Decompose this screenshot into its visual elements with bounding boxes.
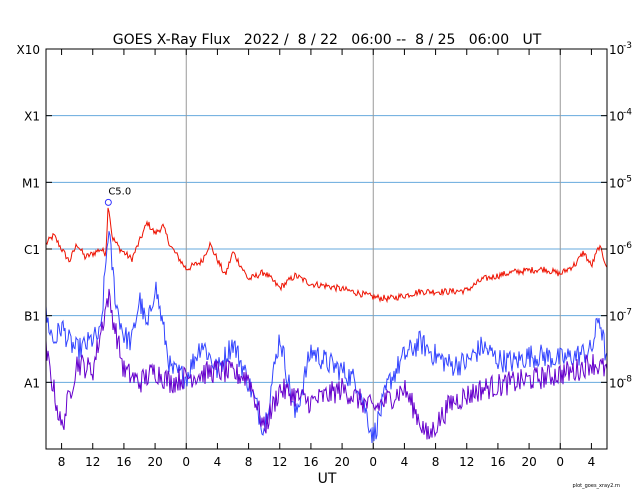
y-axis-label-left: A1 [24, 376, 40, 390]
y-axis-label-right-exp: -7 [623, 308, 632, 318]
x-tick-label: 8 [432, 455, 440, 469]
y-axis-label-right-base: 10 [609, 376, 624, 390]
x-tick-label: 16 [490, 455, 505, 469]
x-tick-label: 20 [147, 455, 162, 469]
flux-series-line-1 [45, 231, 608, 444]
x-tick-label: 8 [58, 455, 66, 469]
y-axis-label-left: B1 [24, 310, 40, 324]
y-axis-label-left: X1 [24, 110, 40, 124]
y-axis-label-right-exp: -4 [623, 108, 632, 118]
x-axis-label: UT [318, 471, 337, 487]
x-tick-label: 12 [272, 455, 287, 469]
y-axis-label-right-exp: -8 [623, 374, 632, 384]
flare-peak-marker [104, 198, 112, 206]
flare-annotation-label: C5.0 [108, 186, 131, 197]
x-tick-label: 20 [521, 455, 536, 469]
x-tick-label: 0 [556, 455, 564, 469]
y-axis-label-left: C1 [24, 243, 40, 257]
y-axis-label-right-base: 10 [609, 310, 624, 324]
y-axis-label-right-exp: -3 [623, 41, 632, 51]
x-tick-label: 12 [459, 455, 474, 469]
x-tick-label: 4 [401, 455, 409, 469]
x-tick-label: 16 [116, 455, 131, 469]
y-axis-label-right-base: 10 [609, 43, 624, 57]
x-tick-label: 20 [334, 455, 349, 469]
footer-note: plot_goes_xray2.rn [573, 483, 620, 489]
y-axis-label-right-exp: -5 [623, 174, 632, 184]
x-tick-label: 4 [588, 455, 596, 469]
y-axis-label-left: M1 [22, 176, 40, 190]
x-tick-label: 8 [245, 455, 253, 469]
y-axis-label-right-base: 10 [609, 110, 624, 124]
x-tick-label: 0 [369, 455, 377, 469]
flux-series-line-0 [45, 207, 608, 304]
x-tick-label: 4 [214, 455, 222, 469]
chart-title: GOES X-Ray Flux 2022 / 8 / 22 06:00 -- 8… [113, 32, 542, 48]
x-tick-label: 0 [182, 455, 190, 469]
y-axis-label-right-exp: -6 [623, 241, 632, 251]
x-tick-label: 12 [85, 455, 100, 469]
y-axis-label-left: X10 [17, 43, 41, 57]
y-axis-label-right-base: 10 [609, 176, 624, 190]
flux-series-line-2 [45, 288, 608, 440]
y-axis-label-right-base: 10 [609, 243, 624, 257]
x-tick-label: 16 [303, 455, 318, 469]
